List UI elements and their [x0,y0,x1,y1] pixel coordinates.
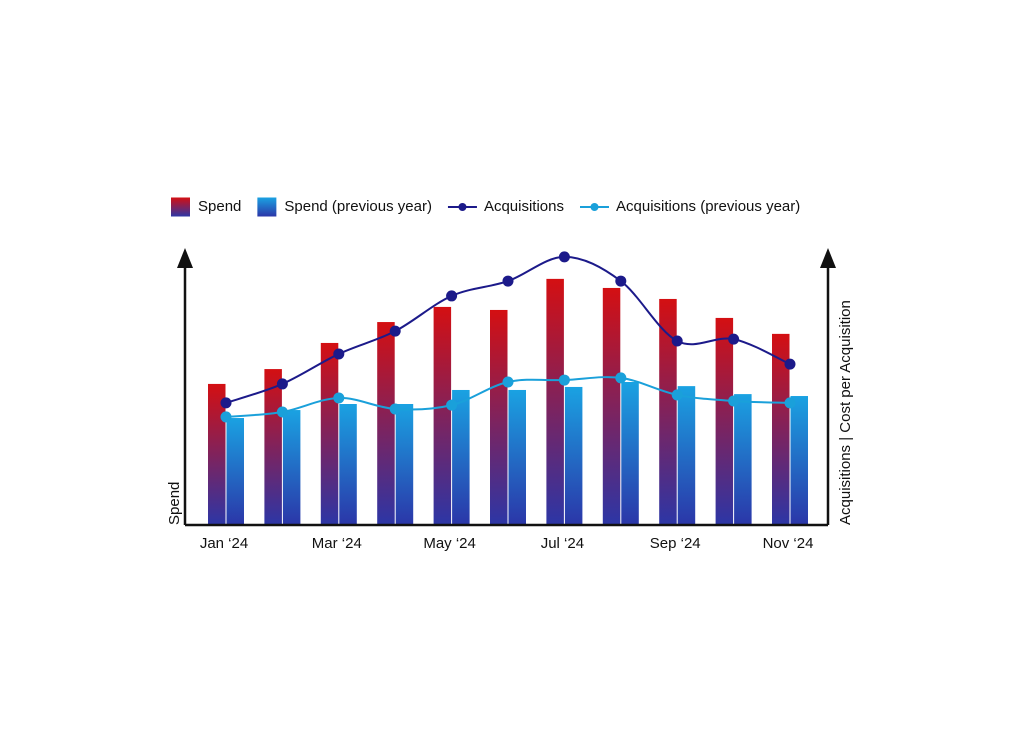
bar [546,278,564,525]
x-tick-label: Nov ‘24 [763,535,814,552]
x-tick-label: Jan ‘24 [200,535,248,552]
point [671,389,683,401]
point [502,275,514,287]
bar [602,287,621,525]
bar [677,386,696,525]
point [615,275,627,287]
y2-axis-title: Acquisitions | Cost per Acquisition [837,300,854,525]
bar [621,382,639,525]
bar [264,369,282,525]
point [784,397,796,409]
point [333,392,345,404]
point [276,406,288,418]
point [615,372,627,384]
point [502,376,514,388]
x-tick-label: Mar ‘24 [312,535,362,552]
point [276,378,288,390]
x-tick-label: Sep ‘24 [650,535,701,552]
point [558,374,570,386]
point [728,333,740,345]
bar [282,410,301,525]
bar [508,389,526,525]
bar [790,396,808,525]
point [220,397,232,409]
axis-arrow [177,248,193,268]
point [728,395,740,407]
bar [377,322,395,525]
bar [490,309,508,525]
bar [339,404,357,525]
legend-label: Acquisitions (previous year) [616,198,800,215]
point [446,399,458,411]
bar [320,342,339,525]
legend-label: Spend [198,198,241,215]
point [558,251,570,263]
legend-swatch [171,197,190,217]
legend-swatch [257,197,277,217]
bar [433,306,452,525]
point [220,411,232,423]
bar [715,317,734,525]
y-axis-title: Spend [166,482,183,525]
bar [564,386,583,525]
legend-label: Spend (previous year) [284,198,432,215]
point [446,290,458,302]
x-tick-label: May ‘24 [423,535,476,552]
bar [659,298,677,525]
bar [772,333,790,525]
legend-dot [458,203,467,211]
point [671,335,683,347]
bar [395,404,414,525]
point [389,325,401,337]
bar [226,418,244,525]
legend-label: Acquisitions [484,198,564,215]
legend-dot [590,203,599,211]
bar [734,394,752,525]
point [389,403,401,415]
point [784,358,796,370]
x-tick-label: Jul ‘24 [541,535,584,552]
bar [452,389,470,525]
point [333,348,345,360]
axis-arrow [820,248,836,268]
